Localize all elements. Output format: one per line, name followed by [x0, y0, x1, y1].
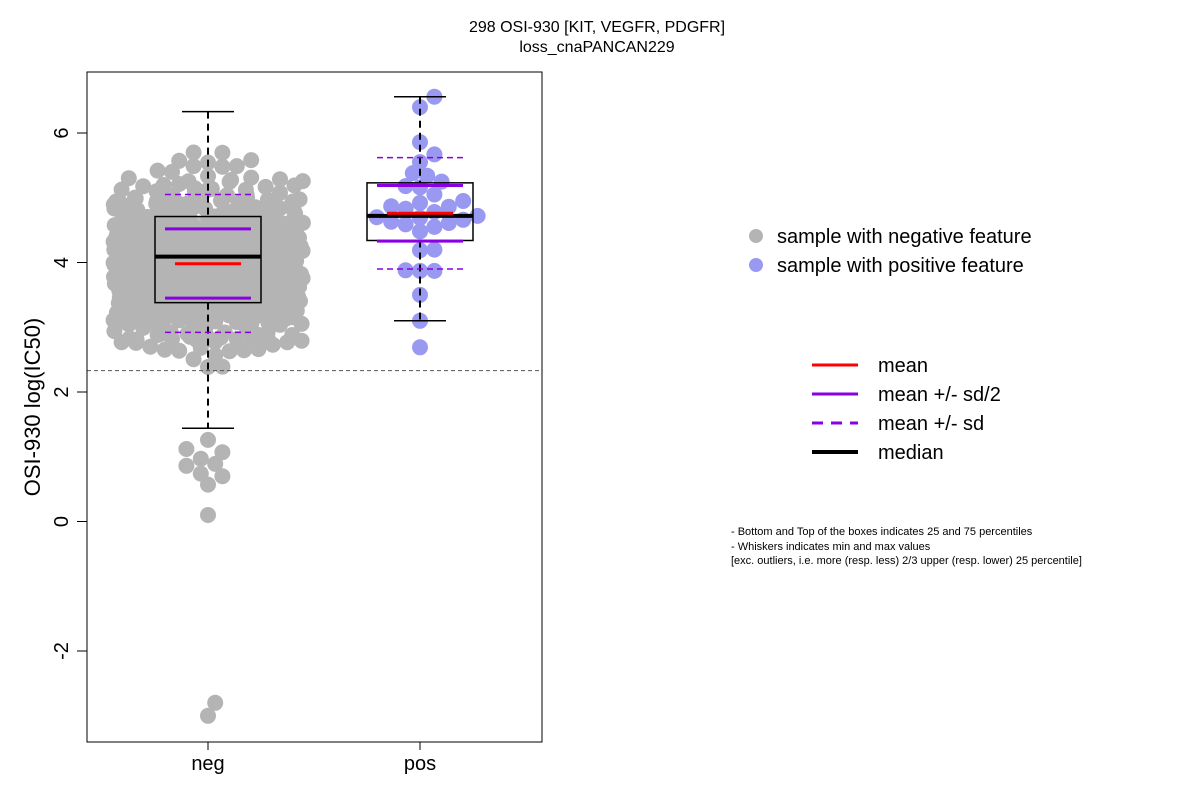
neg-point: [178, 457, 195, 474]
legend-line-label: median: [878, 442, 944, 464]
neg-point: [272, 171, 288, 188]
neg-point: [257, 178, 274, 195]
pos-point: [397, 262, 414, 279]
neg-point: [228, 158, 245, 175]
neg-point: [171, 152, 188, 169]
chart-title: 298 OSI-930 [KIT, VEGFR, PDGFR]: [468, 19, 726, 36]
neg-point: [192, 465, 209, 482]
legend-point-marker: [749, 258, 763, 272]
neg-point: [142, 338, 159, 355]
neg-point: [200, 707, 216, 724]
pos-point: [412, 194, 428, 211]
y-tick-label: 6: [51, 127, 73, 138]
neg-point: [171, 342, 188, 359]
neg-point: [207, 347, 224, 364]
neg-point: [216, 324, 233, 341]
pos-point: [426, 262, 443, 279]
pos-point: [412, 223, 428, 240]
neg-point: [127, 189, 143, 206]
y-tick-label: 0: [51, 516, 73, 527]
note-line-2: - Whiskers indicates min and max values: [731, 541, 931, 553]
neg-point: [157, 323, 173, 340]
legend-line-label: mean: [878, 355, 928, 377]
pos-point: [433, 173, 450, 190]
neg-point: [108, 193, 125, 210]
neg-point: [135, 178, 152, 195]
neg-point: [221, 343, 238, 360]
neg-point: [185, 144, 202, 161]
neg-point: [207, 694, 224, 711]
neg-point: [185, 158, 202, 175]
pos-point: [383, 198, 400, 215]
neg-point: [113, 181, 130, 198]
pos-point: [440, 215, 457, 231]
neg-point: [155, 177, 172, 193]
neg-point: [214, 468, 231, 485]
legend-point-label: sample with negative feature: [777, 226, 1032, 248]
neg-point: [120, 170, 137, 187]
neg-point: [214, 444, 231, 461]
pos-point: [426, 186, 443, 203]
neg-point: [192, 450, 209, 467]
pos-point: [455, 193, 472, 209]
note-line-1: - Bottom and Top of the boxes indicates …: [731, 526, 1033, 538]
neg-point: [294, 173, 311, 190]
y-tick-label: 2: [51, 386, 73, 397]
pos-point: [412, 339, 428, 356]
neg-point: [180, 173, 197, 190]
legend: sample with negative feature sample with …: [749, 226, 1032, 464]
legend-line-label: mean +/- sd/2: [878, 384, 1001, 406]
legend-point-label: sample with positive feature: [777, 255, 1024, 277]
pos-point: [419, 167, 436, 184]
neg-point: [214, 158, 231, 175]
neg-point: [214, 144, 231, 161]
y-axis-label: OSI-930 log(IC50): [20, 318, 45, 497]
x-tick-label: neg: [191, 753, 224, 775]
x-tick-label: pos: [404, 753, 436, 775]
note-line-3: [exc. outliers, i.e. more (resp. less) 2…: [731, 555, 1082, 567]
neg-point: [200, 507, 216, 523]
neg-point: [259, 191, 276, 208]
pos-point: [426, 241, 443, 258]
neg-point: [223, 172, 240, 188]
y-tick-label: 4: [51, 257, 73, 268]
pos-point: [412, 99, 428, 116]
neg-point: [200, 431, 216, 448]
neg-point: [237, 181, 254, 198]
neg-point: [272, 184, 288, 201]
pos-point: [412, 134, 428, 151]
y-tick-label: -2: [51, 642, 73, 660]
group-statistics: [87, 95, 542, 430]
legend-line-label: mean +/- sd: [878, 413, 984, 435]
neg-point: [178, 441, 195, 457]
neg-point: [243, 169, 260, 186]
neg-point: [149, 162, 166, 179]
legend-point-marker: [749, 229, 763, 243]
neg-point: [284, 327, 301, 343]
pos-point: [397, 216, 414, 233]
pos-point: [426, 146, 443, 163]
axes: -2 0 2 4 6 neg pos: [51, 127, 436, 775]
neg-point: [291, 191, 308, 208]
neg-point: [121, 330, 138, 347]
neg-box: [154, 215, 262, 304]
neg-point: [243, 152, 260, 169]
chart-subtitle: loss_cnaPANCAN229: [519, 39, 675, 56]
neg-point: [214, 358, 231, 375]
pos-point: [426, 218, 443, 235]
neg-point: [207, 455, 224, 472]
pos-point: [412, 242, 428, 259]
pos-point: [440, 198, 457, 215]
